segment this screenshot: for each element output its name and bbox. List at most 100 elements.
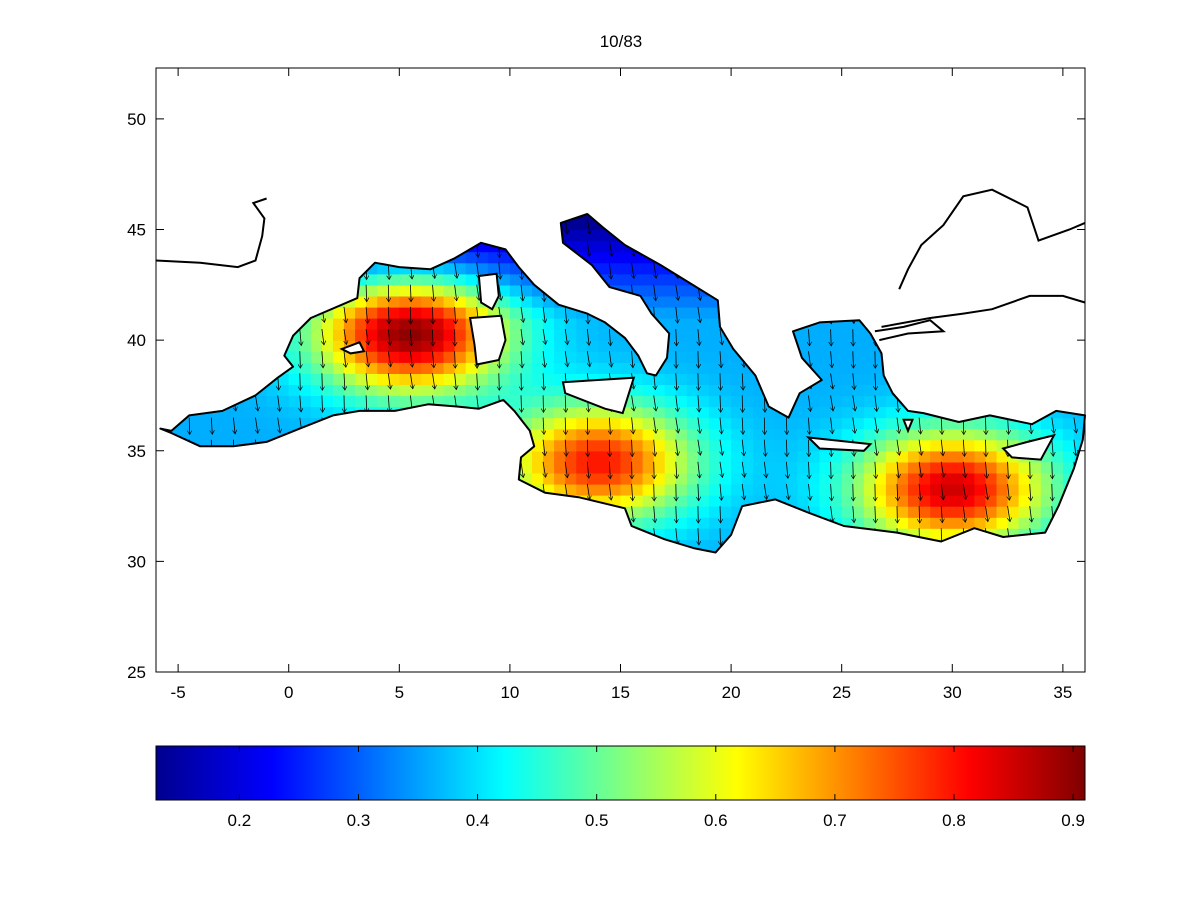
field-cell bbox=[388, 384, 400, 397]
island-sicily bbox=[561, 376, 636, 415]
field-cell bbox=[454, 329, 467, 341]
field-cell bbox=[731, 395, 743, 408]
field-cell bbox=[830, 362, 843, 374]
field-cell bbox=[675, 495, 688, 507]
field-cell bbox=[874, 428, 887, 441]
field-cell bbox=[377, 373, 389, 385]
field-cell bbox=[410, 306, 423, 319]
field-cell bbox=[897, 439, 909, 452]
field-cell bbox=[941, 472, 953, 485]
field-cell bbox=[709, 318, 721, 330]
field-cell bbox=[731, 417, 743, 430]
field-cell bbox=[509, 340, 522, 352]
field-cell bbox=[509, 306, 522, 319]
field-cell bbox=[697, 461, 710, 474]
field-cell bbox=[554, 417, 566, 430]
field-cell bbox=[598, 472, 611, 485]
field-cell bbox=[720, 506, 732, 518]
field-cell bbox=[410, 362, 423, 374]
velocity-arrow bbox=[543, 373, 544, 390]
field-cell bbox=[1007, 417, 1020, 430]
field-cell bbox=[532, 384, 544, 397]
field-cell bbox=[554, 306, 566, 319]
field-cell bbox=[465, 373, 478, 385]
field-cell bbox=[786, 461, 799, 474]
field-cell bbox=[697, 351, 710, 363]
velocity-arrow bbox=[521, 351, 522, 368]
field-cell bbox=[498, 284, 511, 297]
field-cell bbox=[532, 284, 544, 297]
field-cell bbox=[587, 417, 599, 430]
velocity-arrow bbox=[654, 461, 655, 479]
field-cell bbox=[288, 406, 301, 419]
velocity-arrow bbox=[366, 306, 368, 324]
field-cell bbox=[565, 450, 577, 463]
velocity-arrow bbox=[875, 461, 876, 479]
field-cell bbox=[321, 306, 334, 319]
field-cell bbox=[720, 528, 732, 540]
field-cell bbox=[609, 340, 622, 352]
field-cell bbox=[521, 340, 533, 352]
field-cell bbox=[841, 461, 854, 474]
field-cell bbox=[554, 373, 566, 385]
velocity-arrow bbox=[499, 262, 501, 279]
velocity-arrow bbox=[587, 439, 588, 457]
field-cell bbox=[255, 428, 268, 441]
field-cell bbox=[786, 472, 799, 485]
field-cell bbox=[709, 362, 721, 374]
field-cell bbox=[885, 428, 898, 441]
field-cell bbox=[675, 318, 688, 330]
field-cell bbox=[587, 362, 599, 374]
field-cell bbox=[885, 417, 898, 430]
field-cell bbox=[532, 450, 544, 463]
field-cell bbox=[653, 373, 666, 385]
field-cell bbox=[609, 406, 622, 419]
field-cell bbox=[642, 506, 655, 518]
field-cell bbox=[587, 318, 599, 330]
field-cell bbox=[919, 517, 931, 529]
field-cell bbox=[554, 439, 566, 452]
field-cell bbox=[775, 461, 787, 474]
field-cell bbox=[841, 506, 854, 518]
field-cell bbox=[532, 306, 544, 319]
field-cell bbox=[620, 428, 633, 441]
field-cell bbox=[742, 417, 754, 430]
field-cell bbox=[841, 472, 854, 485]
field-cell bbox=[410, 318, 423, 330]
field-cell bbox=[830, 340, 843, 352]
field-cell bbox=[874, 417, 887, 430]
field-cell bbox=[686, 395, 699, 408]
field-cell bbox=[863, 450, 876, 463]
field-cell bbox=[686, 351, 699, 363]
field-cell bbox=[830, 483, 843, 496]
field-cell bbox=[963, 417, 975, 430]
field-cell bbox=[399, 329, 411, 341]
field-cell bbox=[863, 517, 876, 529]
field-cell bbox=[941, 461, 953, 474]
field-cell bbox=[908, 450, 920, 463]
field-cell bbox=[720, 495, 732, 507]
field-cell bbox=[852, 472, 865, 485]
field-cell bbox=[598, 461, 611, 474]
field-cell bbox=[410, 295, 423, 308]
field-cell bbox=[244, 395, 257, 408]
field-cell bbox=[731, 428, 743, 441]
field-cell bbox=[620, 495, 633, 507]
field-cell bbox=[697, 406, 710, 419]
field-cell bbox=[897, 506, 909, 518]
velocity-arrow bbox=[1052, 483, 1053, 501]
field-cell bbox=[753, 384, 765, 397]
field-cell bbox=[697, 539, 710, 551]
field-cell bbox=[742, 373, 754, 385]
field-cell bbox=[653, 428, 666, 441]
field-cell bbox=[410, 340, 423, 352]
field-cell bbox=[631, 461, 644, 474]
field-cell bbox=[675, 362, 688, 374]
field-cell bbox=[465, 251, 478, 264]
field-cell bbox=[697, 450, 710, 463]
field-cell bbox=[1007, 495, 1020, 507]
field-cell bbox=[874, 495, 887, 507]
field-cell bbox=[642, 439, 655, 452]
field-cell bbox=[543, 395, 555, 408]
field-cell bbox=[565, 351, 577, 363]
